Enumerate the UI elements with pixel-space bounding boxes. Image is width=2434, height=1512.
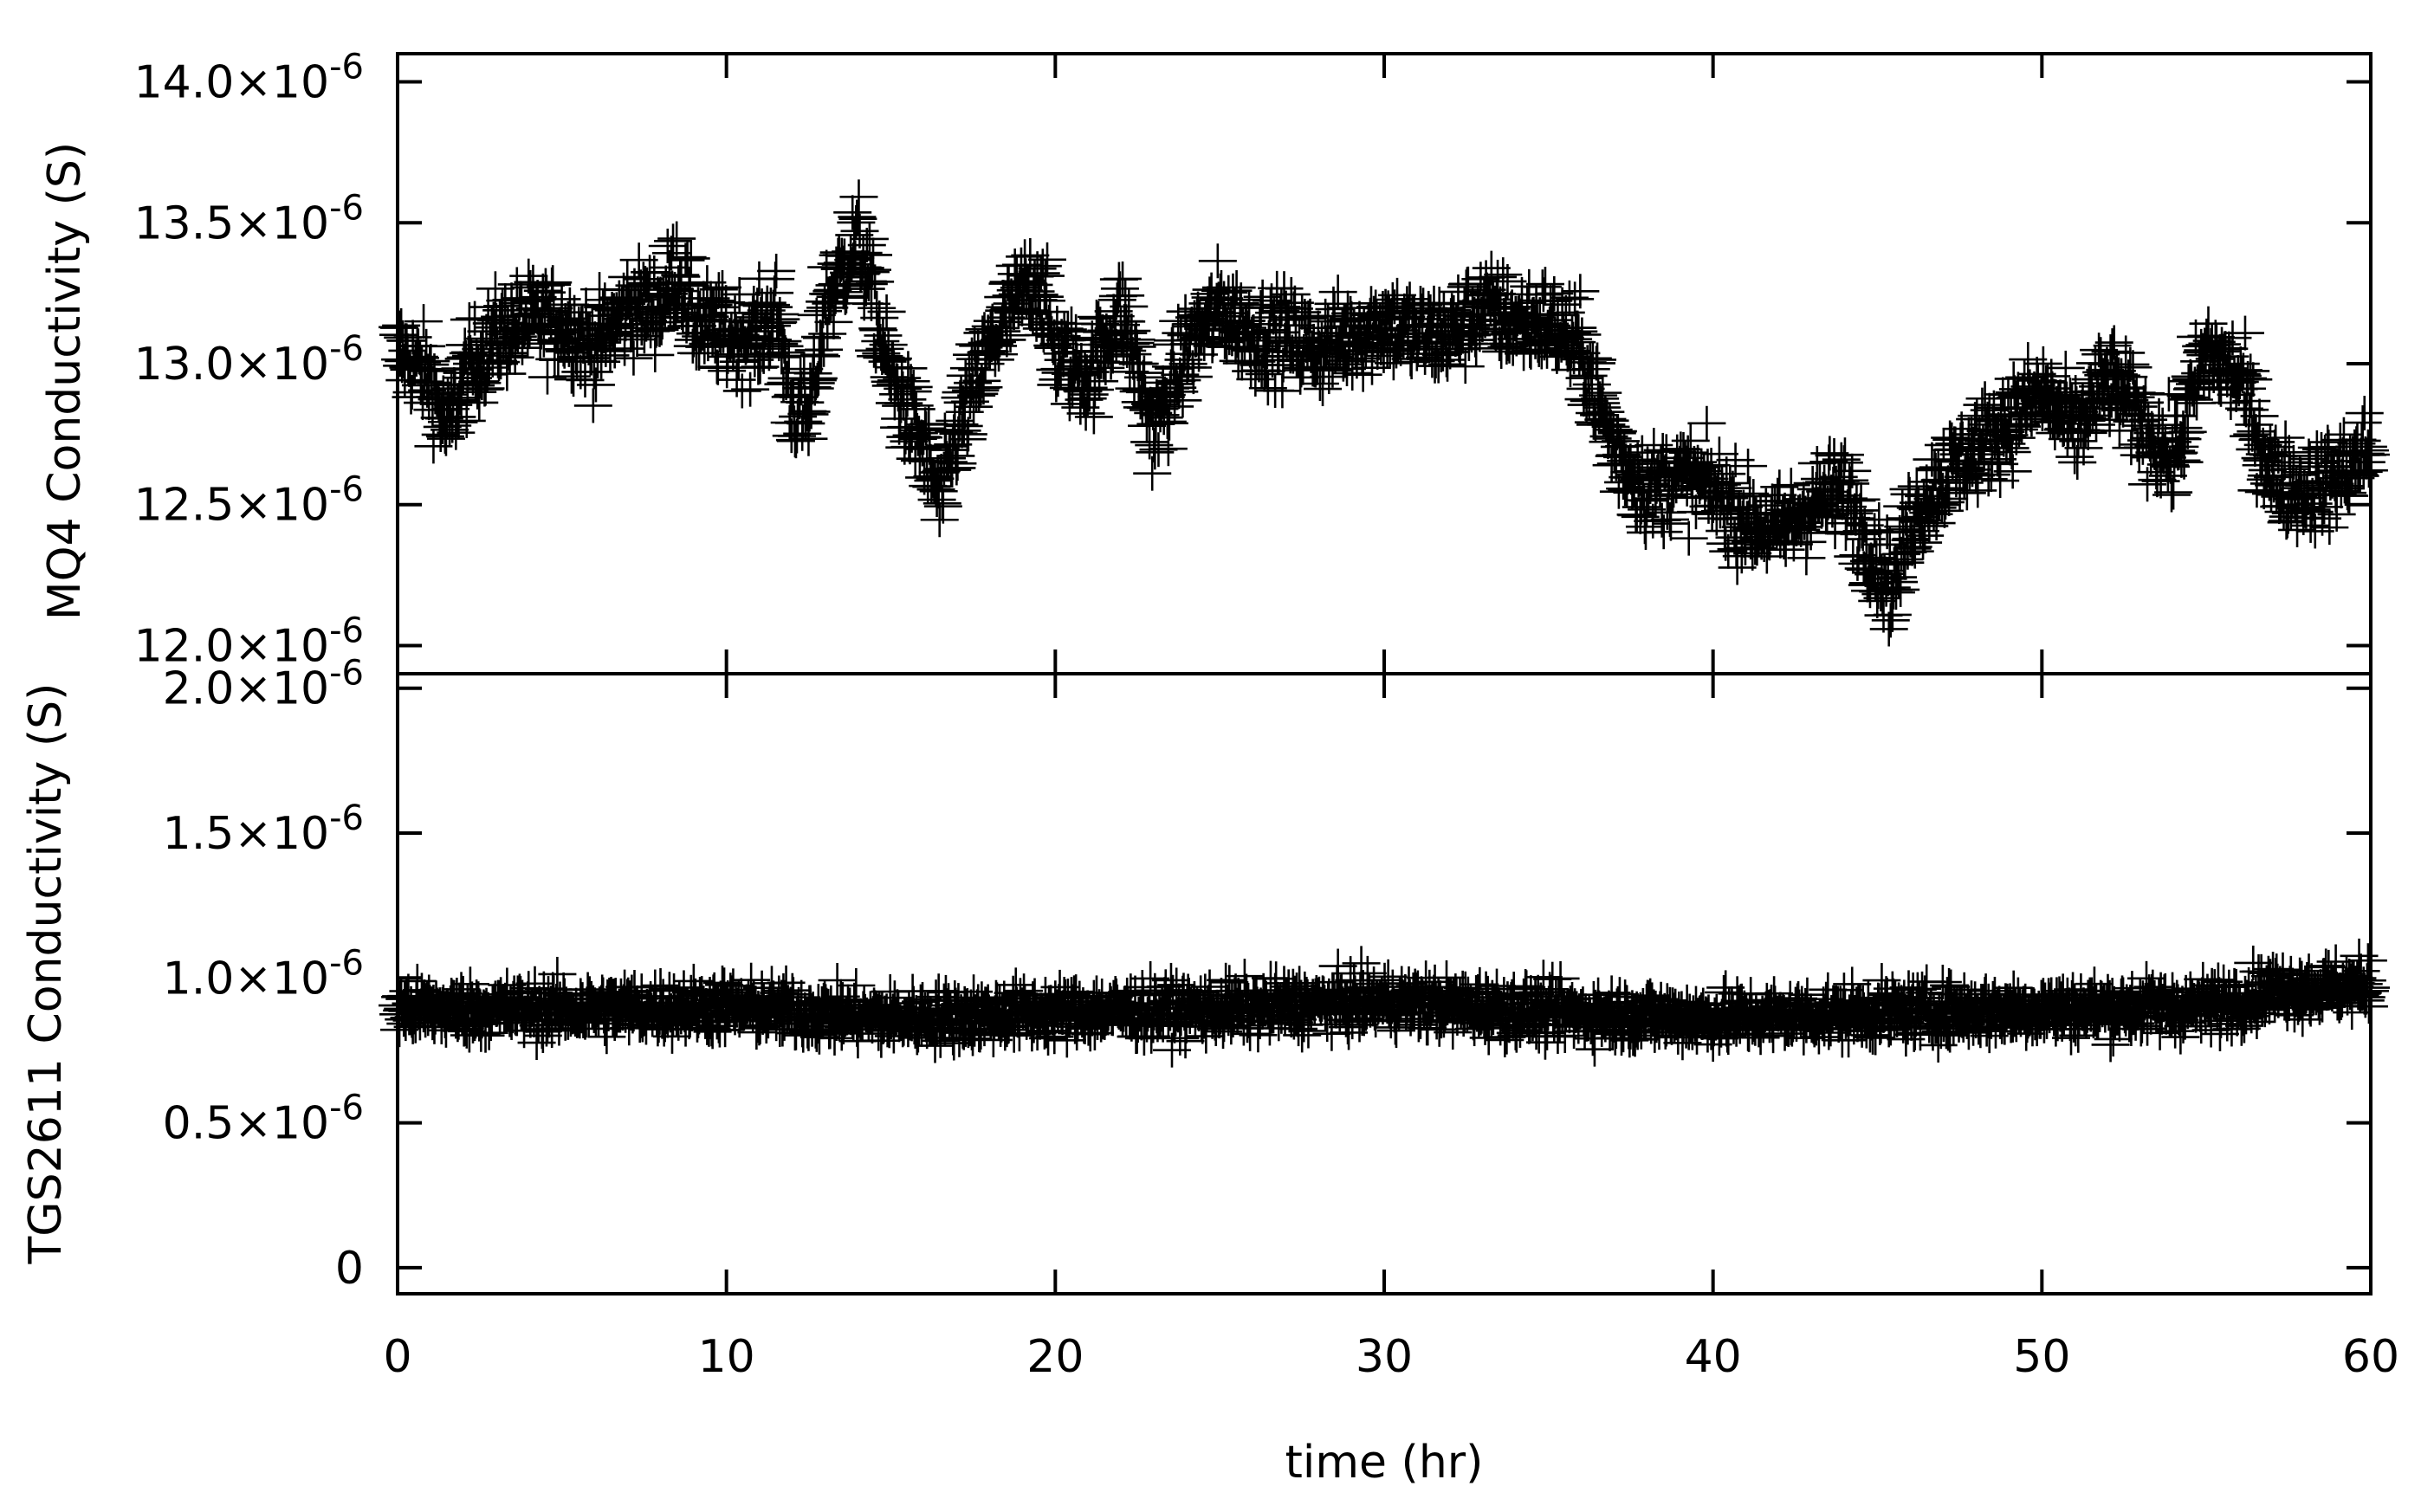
top-panel-y-axis-title: MQ4 Conductivity (S) <box>39 142 91 620</box>
top-panel-y-tick-label: 12.0×10-6 <box>134 611 364 672</box>
top-panel-y-tick-label: 13.5×10-6 <box>134 188 364 249</box>
top-panel-y-tick-label: 12.5×10-6 <box>134 470 364 532</box>
top-panel-y-tick-label: 13.0×10-6 <box>134 329 364 391</box>
top-panel-y-tick-label: 14.0×10-6 <box>134 48 364 109</box>
